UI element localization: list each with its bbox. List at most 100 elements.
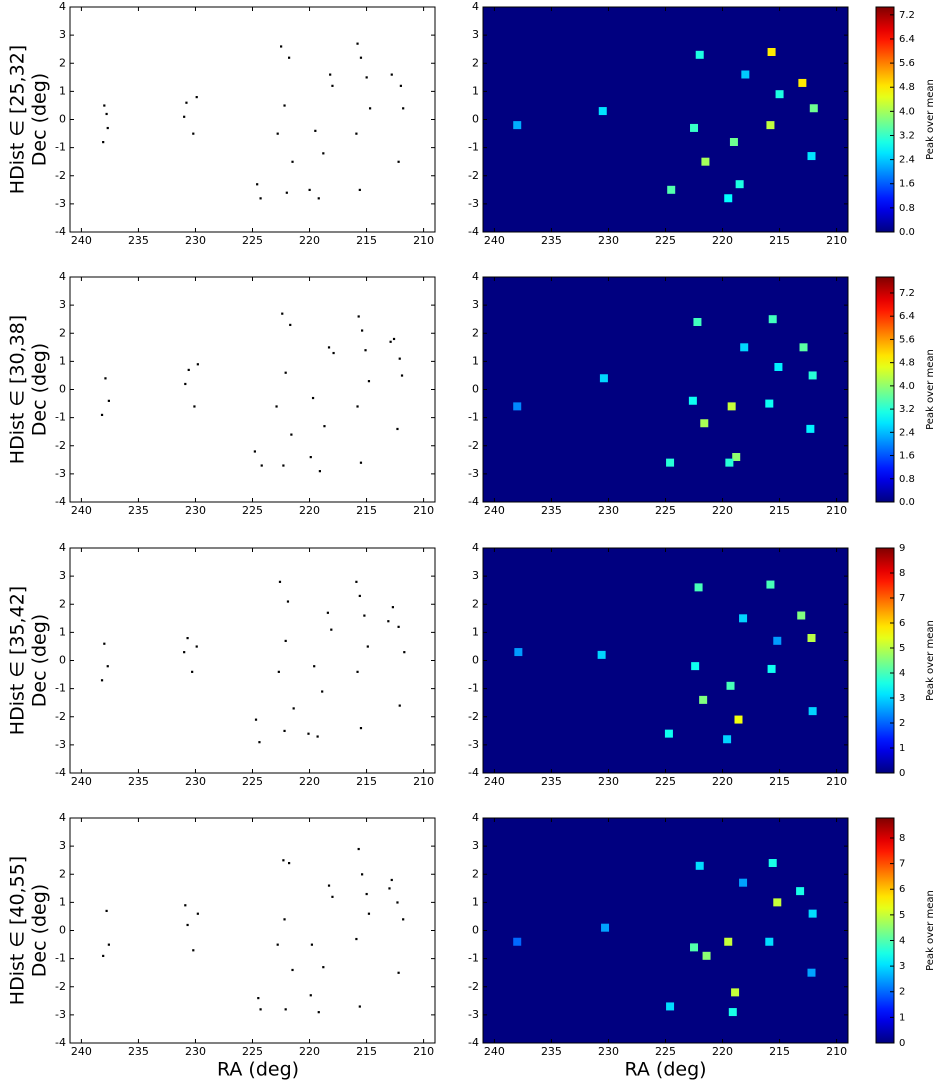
x-tick-label: 225 (655, 504, 676, 517)
heatmap-cell (808, 371, 817, 380)
x-axis-label: RA (deg) (217, 1059, 299, 1081)
y-tick-label: -4 (55, 495, 66, 508)
x-tick-label: 230 (185, 775, 206, 788)
point (365, 76, 368, 79)
y-tick-label: -2 (468, 710, 479, 723)
point (260, 464, 263, 467)
heatmap-cell (732, 453, 741, 461)
heatmap-cell (601, 923, 610, 932)
colorbar-tick-label: 1 (899, 743, 905, 754)
heatmap-cell (514, 648, 523, 657)
x-tick-label: 235 (541, 1045, 562, 1058)
colorbar-tick-label: 2.4 (899, 427, 915, 438)
point (322, 966, 325, 969)
y-tick-label: 2 (472, 56, 479, 69)
heatmap-cell (739, 878, 748, 887)
y-tick-label: 2 (59, 326, 66, 339)
point (318, 470, 321, 473)
colorbar-tick-label: 1 (899, 1012, 905, 1023)
colorbar-tick-label: 4.8 (899, 82, 915, 93)
heatmap-cell (765, 399, 774, 408)
heatmap-cell (599, 374, 608, 383)
point (286, 600, 290, 603)
point (280, 45, 283, 48)
point (399, 84, 402, 87)
x-tick-label: 225 (242, 234, 263, 247)
heatmap-cell (726, 681, 735, 690)
point (277, 670, 280, 673)
x-tick-label: 240 (484, 1045, 505, 1058)
x-tick-label: 220 (712, 775, 733, 788)
heatmap-background (483, 548, 848, 773)
heatmap-cell (695, 861, 704, 870)
colorbar-tick-label: 3.2 (899, 404, 915, 415)
x-tick-label: 230 (598, 1045, 619, 1058)
point (391, 606, 394, 609)
point (192, 949, 195, 952)
x-tick-label: 215 (769, 1045, 790, 1058)
point (363, 614, 366, 617)
colorbar-tick-label: 5 (899, 643, 905, 654)
point (398, 704, 401, 707)
colorbar-tick-label: 7.2 (899, 10, 915, 21)
x-tick-label: 215 (769, 504, 790, 517)
heatmap-cell (702, 951, 711, 960)
point (361, 873, 364, 876)
heatmap-cell (693, 318, 702, 326)
point (283, 104, 286, 107)
heatmap-cell (700, 419, 709, 428)
y-tick-label: -4 (468, 225, 479, 238)
y-tick-label: 1 (472, 895, 479, 908)
y-tick-label: 2 (472, 867, 479, 880)
y-tick-label: -4 (55, 1036, 66, 1049)
point (100, 413, 104, 417)
colorbar-label: Peak over mean (925, 620, 936, 701)
point (390, 73, 393, 76)
point (100, 679, 104, 682)
point (105, 112, 108, 116)
heatmap-cell (725, 458, 734, 467)
heatmap-cell (767, 48, 776, 56)
colorbar-tick-label: 0.0 (899, 497, 915, 508)
x-tick-label: 240 (71, 504, 92, 517)
point (330, 628, 333, 631)
x-tick-label: 210 (826, 1045, 847, 1058)
point (359, 461, 363, 464)
point (396, 901, 399, 904)
point (357, 315, 360, 318)
point (326, 611, 329, 614)
colorbar-tick-label: 3 (899, 961, 905, 972)
y-tick-label: -3 (55, 1008, 66, 1021)
y-tick-label: -3 (468, 1008, 479, 1021)
point (254, 718, 258, 721)
point (332, 351, 335, 355)
x-tick-label: 210 (413, 234, 434, 247)
point (310, 943, 314, 946)
y-tick-label: -3 (468, 467, 479, 480)
point (365, 892, 368, 896)
point (402, 107, 405, 110)
point (276, 132, 279, 135)
y-axis-label: Dec (deg) (29, 884, 51, 977)
colorbar-tick-label: 0.8 (899, 474, 915, 485)
point (358, 594, 361, 598)
point (313, 665, 316, 668)
y-tick-label: -4 (468, 1036, 479, 1049)
point (368, 107, 372, 110)
x-tick-label: 230 (598, 775, 619, 788)
point (289, 323, 292, 327)
y-tick-label: -3 (468, 197, 479, 210)
y-tick-label: 1 (59, 895, 66, 908)
point (367, 380, 371, 383)
x-tick-label: 230 (598, 504, 619, 517)
point (355, 580, 358, 583)
y-tick-label: -4 (468, 495, 479, 508)
colorbar-tick-label: 5.6 (899, 58, 915, 69)
point (331, 84, 334, 87)
heatmap-cell (513, 121, 522, 130)
y-axis-label: Dec (deg) (29, 343, 51, 436)
point (322, 152, 325, 155)
colorbar-tick-label: 9 (899, 543, 905, 554)
point (292, 707, 295, 710)
